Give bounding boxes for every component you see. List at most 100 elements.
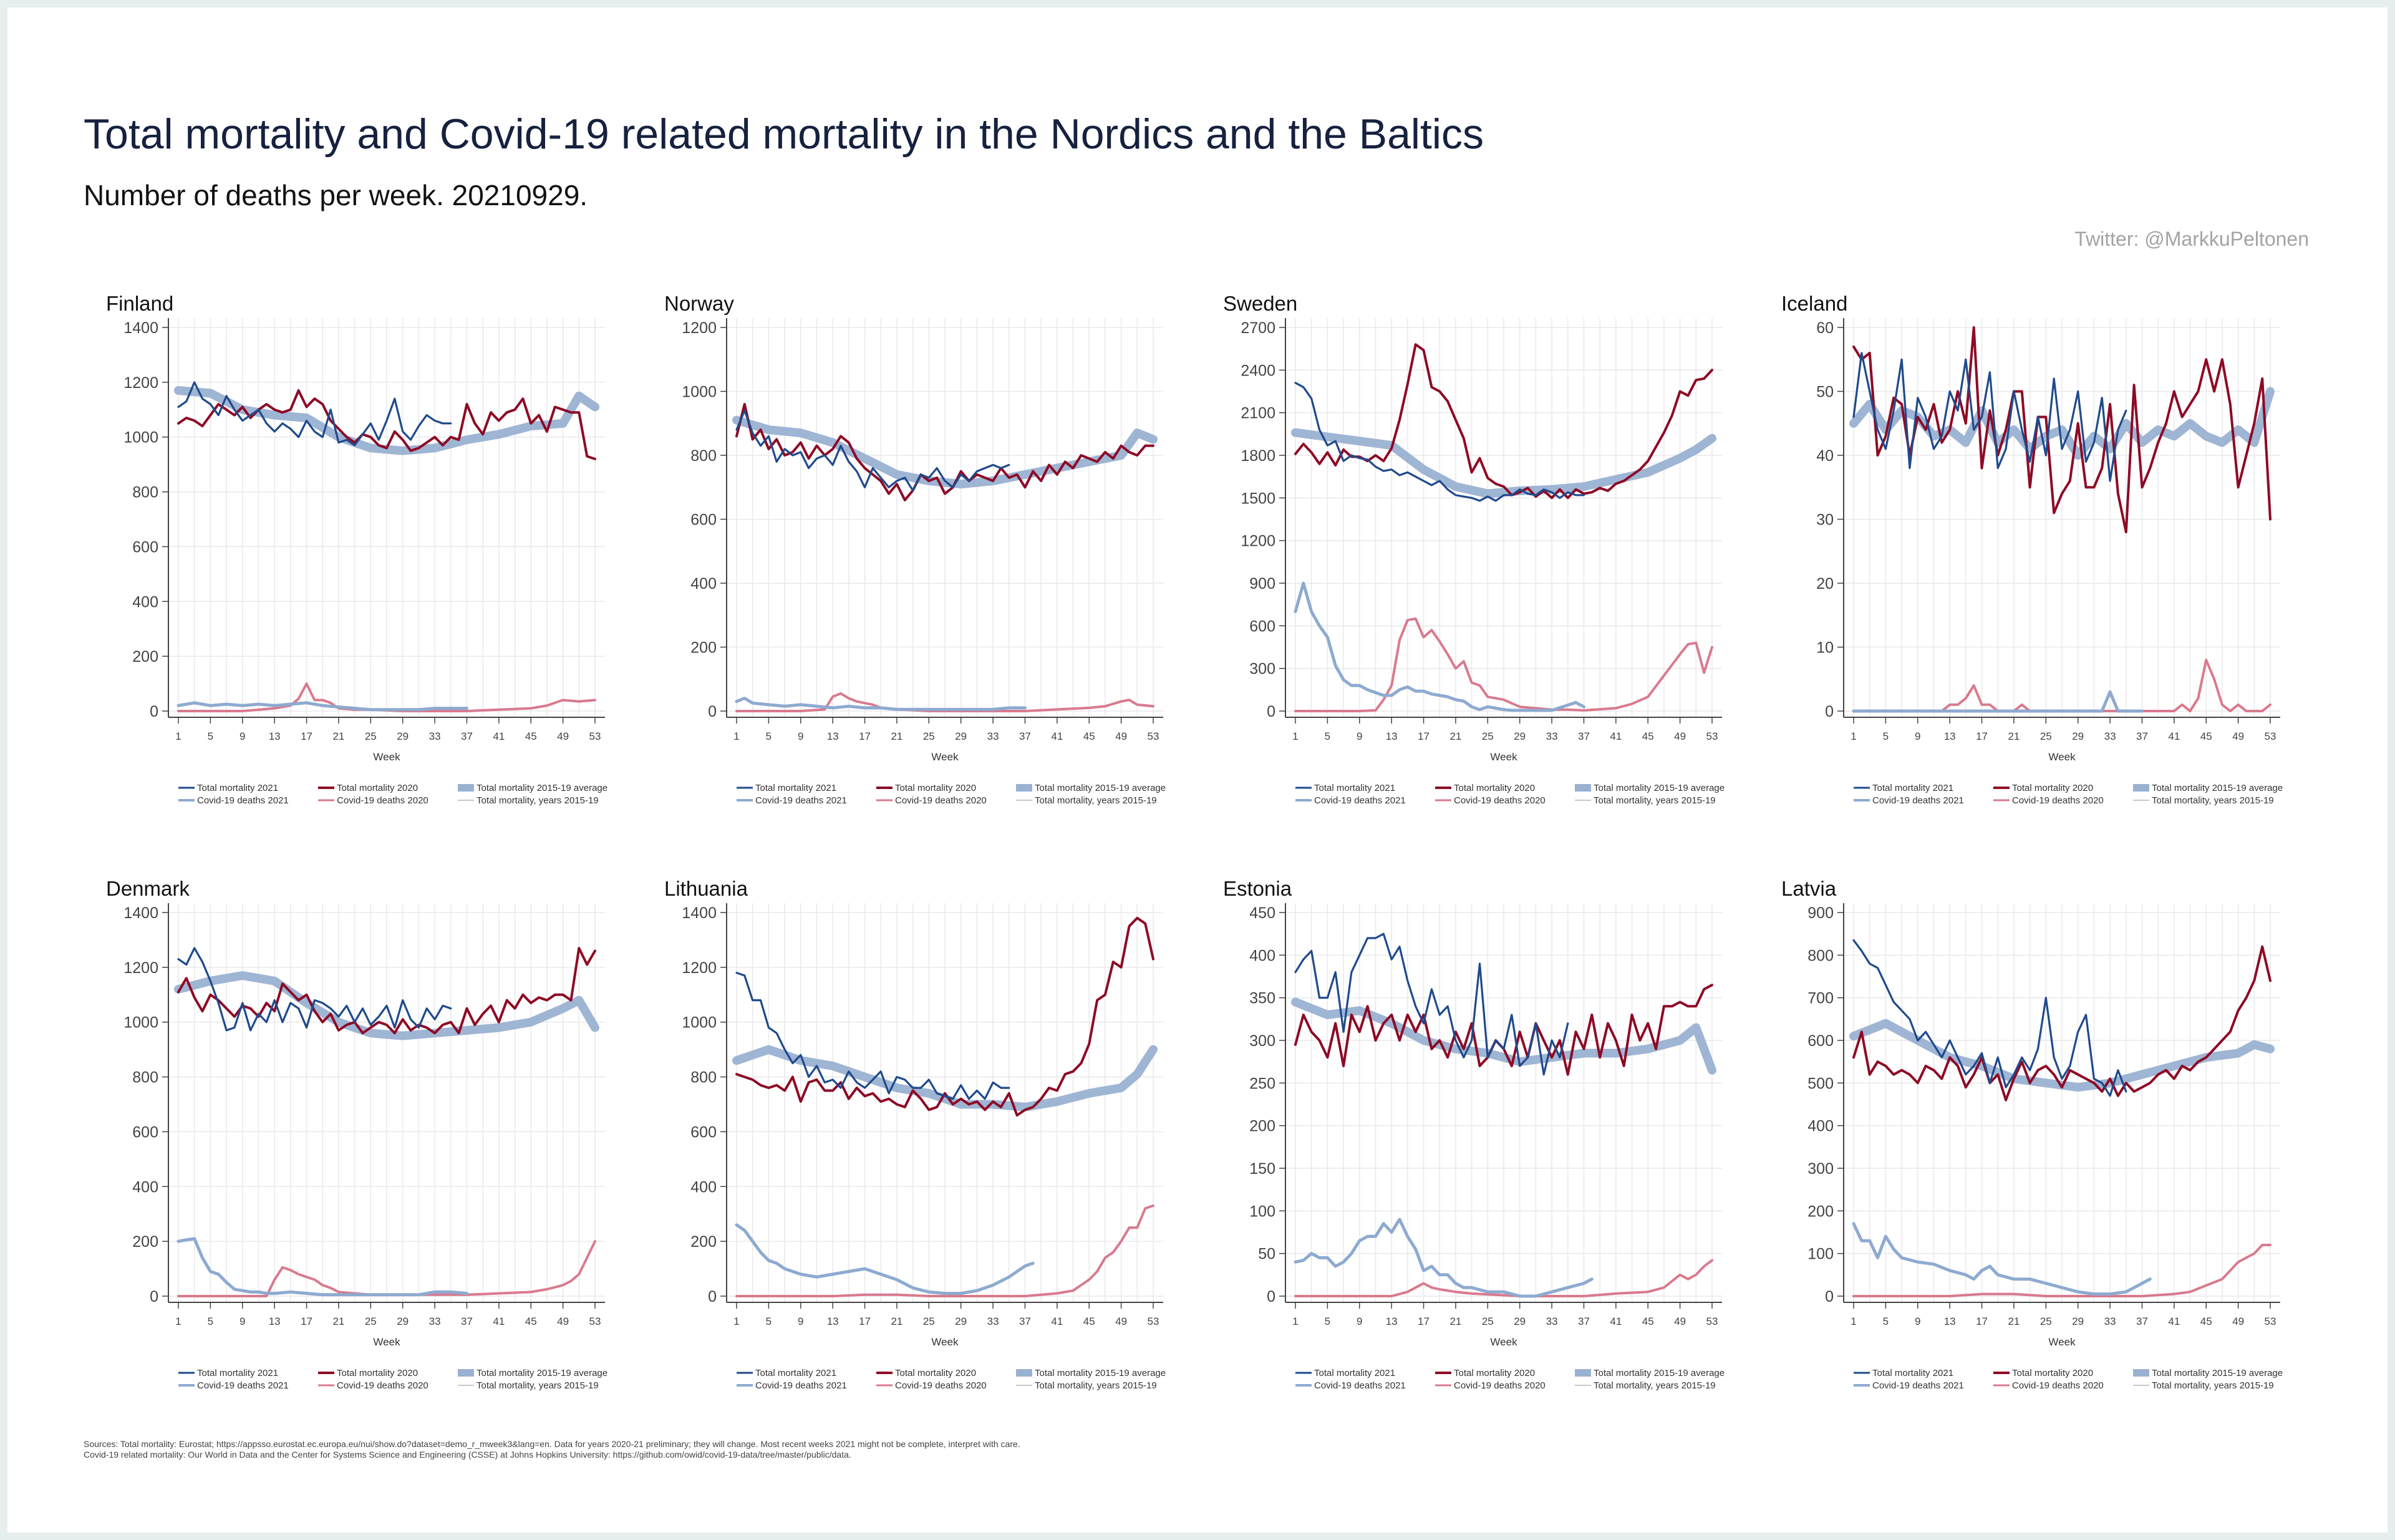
panel-latvia: Latvia 0 100 200 300 400 500 600 700 800 900 1 5 9 13 1… [1781,877,2283,1391]
legend-label-years: Total mortality, years 2015-19 [1594,795,1716,806]
x-axis-label: Week [2048,1336,2076,1348]
y-tick-label: 1400 [123,319,158,337]
x-tick-label: 29 [1514,730,1526,742]
x-tick-label: 25 [923,1315,935,1327]
x-tick-label: 53 [589,730,601,742]
x-tick-label: 9 [1357,1315,1362,1327]
y-tick-label: 100 [1249,1203,1275,1220]
y-tick-label: 200 [132,1233,158,1251]
x-axis-label: Week [373,751,400,763]
panel-title: Latvia [1781,877,1837,900]
y-tick-label: 1400 [123,904,158,922]
x-tick-label: 25 [365,730,377,742]
x-tick-label: 49 [2232,1315,2244,1327]
series-line-total2021 [735,409,1010,492]
series-line-covid2021 [735,1223,1035,1295]
y-tick-label: 0 [708,703,717,720]
x-tick-label: 21 [1449,1315,1461,1327]
series-line-covid2020 [1294,1259,1713,1297]
x-tick-label: 21 [2008,730,2020,742]
y-tick-label: 0 [1267,703,1275,720]
x-tick-label: 9 [798,1315,803,1327]
x-tick-label: 53 [1148,730,1159,742]
legend-label-avg: Total mortality 2015-19 average [1035,1368,1166,1378]
x-tick-label: 45 [1642,1315,1654,1327]
y-tick-label: 50 [1816,384,1834,401]
legend-label-total2021: Total mortality 2021 [1314,783,1395,793]
y-tick-label: 800 [690,1069,717,1087]
x-tick-label: 5 [1883,1315,1889,1327]
series-line-total2021 [177,381,452,447]
x-axis-label: Week [1490,1336,1517,1348]
x-tick-label: 49 [2232,730,2244,742]
panel-estonia: Estonia 0 50 100 150 200 250 300 350 400 450 1 5 9 13 1… [1223,877,1725,1391]
x-tick-label: 53 [2265,730,2276,742]
legend-label-total2021: Total mortality 2021 [1872,783,1953,793]
x-tick-label: 45 [1083,730,1095,742]
y-tick-label: 900 [1807,904,1834,922]
legend-label-covid2021: Covid-19 deaths 2021 [1314,1380,1406,1391]
legend-label-covid2020: Covid-19 deaths 2020 [2012,1380,2104,1391]
x-tick-label: 33 [1546,1315,1558,1327]
y-tick-label: 1400 [682,904,717,922]
y-tick-label: 200 [132,648,158,666]
panel-finland: Finland 0 200 400 600 800 1000 1200 1400 1 5 9 13 17 2… [106,292,607,806]
x-tick-label: 5 [766,730,772,742]
x-tick-label: 25 [2040,730,2052,742]
y-tick-label: 400 [132,593,158,611]
y-tick-label: 800 [132,1069,158,1087]
series-line-covid2021 [177,701,468,712]
x-tick-label: 33 [1546,730,1558,742]
x-tick-label: 21 [332,1315,344,1327]
y-tick-label: 2700 [1241,319,1275,337]
y-tick-label: 800 [690,447,717,465]
legend-label-total2020: Total mortality 2020 [337,1368,418,1378]
x-tick-label: 53 [1706,1315,1718,1327]
x-tick-label: 33 [2104,730,2116,742]
x-tick-label: 1 [733,730,739,742]
series-line-avg [174,971,599,1040]
x-tick-label: 29 [397,730,409,742]
x-tick-label: 37 [1578,1315,1590,1327]
x-tick-label: 49 [557,1315,569,1327]
x-tick-label: 29 [397,1315,409,1327]
x-tick-label: 33 [987,730,999,742]
x-tick-label: 1 [1851,1315,1856,1327]
legend-label-total2021: Total mortality 2021 [755,783,836,793]
y-tick-label: 200 [1807,1203,1834,1220]
panel-title: Sweden [1223,292,1297,315]
x-tick-label: 13 [1944,1315,1956,1327]
x-tick-label: 1 [175,730,181,742]
legend-label-avg: Total mortality 2015-19 average [2152,783,2283,793]
series-line-avg [1849,1019,2275,1092]
x-tick-label: 41 [493,730,505,742]
y-tick-label: 350 [1249,990,1275,1007]
x-tick-label: 41 [1051,1315,1063,1327]
series-line-covid2020 [1852,1244,2272,1297]
panel-title: Iceland [1781,292,1847,315]
legend-label-years: Total mortality, years 2015-19 [1035,795,1157,806]
x-tick-label: 5 [1883,730,1889,742]
series-line-total2020 [1852,945,2272,1102]
series-line-total2020 [735,403,1154,501]
y-tick-label: 1000 [682,1014,717,1032]
x-tick-label: 41 [1051,730,1063,742]
source-notes: Sources: Total mortality: Eurostat; http… [84,1439,1020,1460]
source-line-2: Covid-19 related mortality: Our World in… [84,1450,851,1460]
x-tick-label: 17 [859,730,871,742]
x-tick-label: 9 [798,730,803,742]
y-tick-label: 800 [132,484,158,501]
figure-subtitle: Number of deaths per week. 20210929. [84,179,588,211]
x-tick-label: 1 [175,1315,181,1327]
x-tick-label: 25 [365,1315,377,1327]
x-tick-label: 53 [589,1315,601,1327]
x-tick-label: 29 [955,730,967,742]
x-tick-label: 13 [1386,1315,1398,1327]
series-line-covid2021 [177,1237,468,1297]
y-tick-label: 1000 [123,1014,158,1032]
y-tick-label: 700 [1807,990,1834,1007]
x-tick-label: 37 [461,1315,473,1327]
y-tick-label: 2400 [1241,362,1275,379]
x-tick-label: 25 [2040,1315,2052,1327]
